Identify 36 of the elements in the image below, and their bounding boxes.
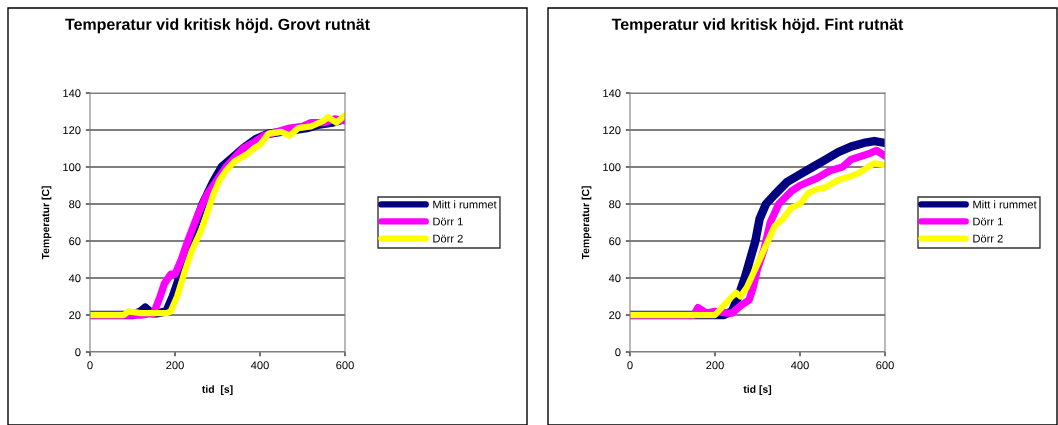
legend-label: Mitt i rummet: [433, 200, 497, 209]
y-tick-label: 100: [63, 163, 81, 172]
x-tick-label: 0: [627, 361, 633, 370]
x-tick-label: 600: [336, 361, 354, 370]
y-tick-label: 60: [609, 237, 621, 246]
y-tick-label: 40: [608, 274, 621, 283]
x-tick-label: 400: [790, 361, 809, 370]
x-axis-title: tid [s]: [202, 385, 233, 395]
y-tick-label: 140: [603, 89, 621, 98]
legend-label: Dörr 1: [433, 217, 463, 226]
y-axis-title: Temperatur [C]: [581, 186, 592, 260]
chart-title: Temperatur vid kritisk höjd. Grovt rutnät: [65, 18, 370, 34]
x-tick-label: 0: [87, 361, 93, 370]
y-tick-label: 140: [63, 89, 81, 98]
x-tick-label: 200: [706, 361, 724, 370]
x-tick-label: 200: [166, 361, 184, 370]
legend-label: Dörr 2: [973, 234, 1003, 243]
chart-title: Temperatur vid kritisk höjd. Fint rutnät: [611, 18, 904, 34]
y-tick-label: 80: [69, 200, 81, 209]
x-tick-label: 600: [876, 361, 894, 370]
y-tick-label: 20: [69, 311, 81, 320]
y-tick-label: 0: [75, 348, 81, 357]
y-tick-label: 60: [69, 237, 81, 246]
x-axis-title: tid [s]: [743, 385, 772, 395]
y-tick-label: 40: [68, 274, 81, 283]
y-tick-label: 120: [603, 126, 621, 135]
y-tick-label: 0: [615, 348, 621, 357]
y-tick-label: 120: [63, 126, 81, 135]
legend-label: Dörr 2: [433, 234, 463, 243]
x-tick-label: 400: [250, 361, 269, 370]
y-tick-label: 20: [609, 311, 621, 320]
y-tick-label: 100: [603, 163, 621, 172]
legend-label: Dörr 1: [973, 217, 1003, 226]
legend-label: Mitt i rummet: [973, 200, 1037, 209]
y-axis-title: Temperatur [C]: [41, 186, 52, 260]
y-tick-label: 80: [609, 200, 621, 209]
